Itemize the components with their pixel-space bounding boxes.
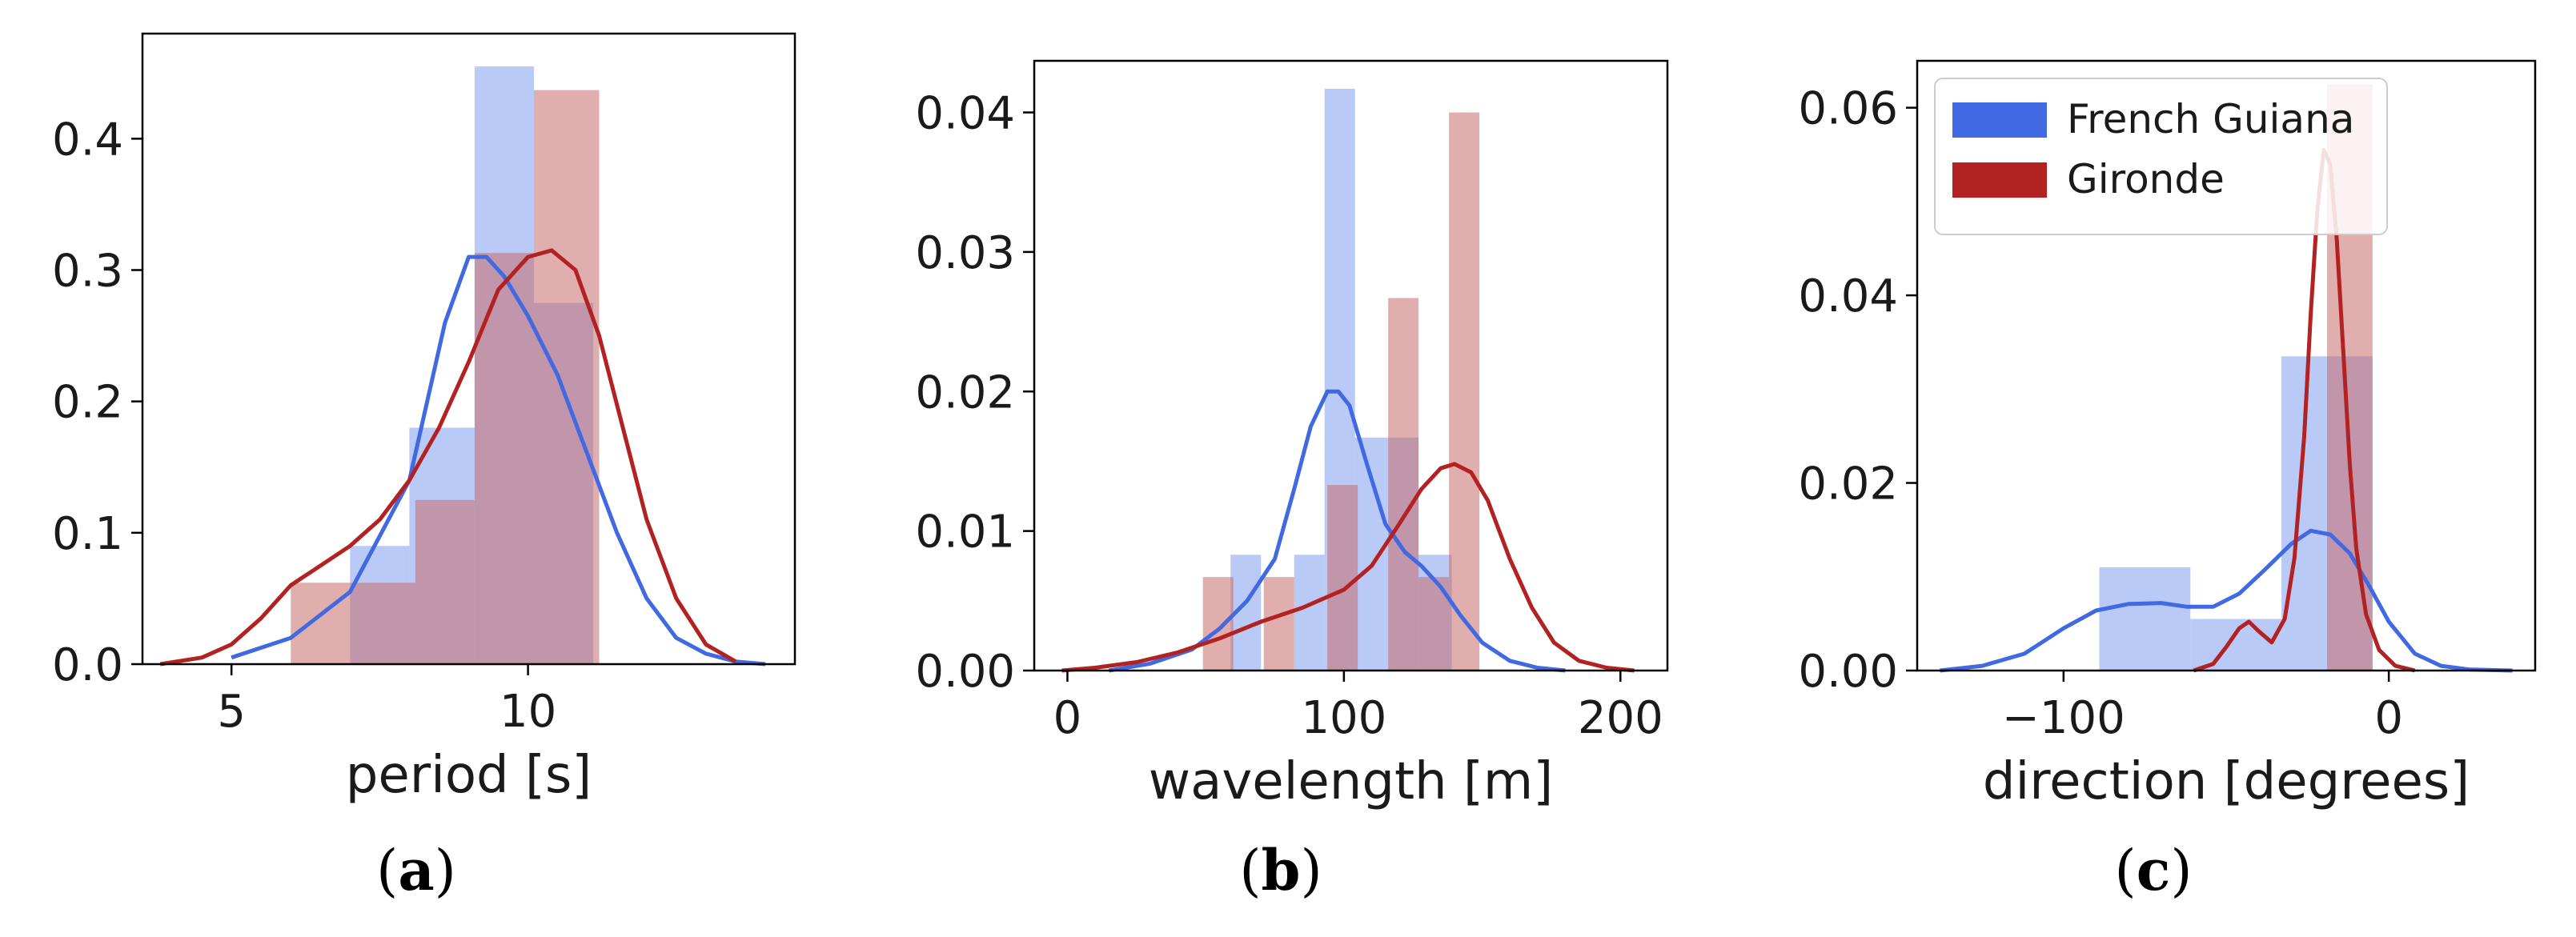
y-tick-label: 0.0 <box>52 639 123 691</box>
x-tick-label: 0 <box>1053 692 1082 744</box>
histogram-gironde <box>291 90 600 664</box>
histogram-gironde <box>1202 112 1480 671</box>
panel-caption: (a) <box>376 837 456 903</box>
legend: French Guiana Gironde <box>1934 78 2388 235</box>
y-tick-label: 0.1 <box>52 508 123 560</box>
x-tick-label: 200 <box>1578 692 1663 744</box>
axes-frame <box>1916 59 2537 672</box>
y-tick-label: 0.3 <box>52 246 123 298</box>
histogram-bar <box>291 583 351 664</box>
legend-swatch <box>1952 102 2047 138</box>
histogram-bar <box>1263 577 1294 671</box>
kde-line-french-guiana <box>231 254 766 667</box>
x-tick-label: 100 <box>1301 692 1386 744</box>
histogram-bar <box>2190 619 2282 671</box>
kde-line-french-guiana <box>1940 528 2513 673</box>
histogram-bar <box>350 583 415 664</box>
chart-panel-a: 5 10 0.0 0.1 0.2 0.3 0.4 period [s] (a) <box>52 32 796 903</box>
histogram-bar <box>1449 112 1480 671</box>
x-axis-label: wavelength [m] <box>1149 752 1553 811</box>
y-tick-label: 0.00 <box>1798 646 1898 698</box>
x-axis-label: period [s] <box>346 746 592 805</box>
axes-frame <box>141 32 796 666</box>
histogram-bar <box>1327 485 1358 671</box>
histogram-bar <box>2099 567 2191 671</box>
y-tick-label: 0.01 <box>915 507 1015 559</box>
histogram-bar <box>415 499 475 664</box>
y-tick-label: 0.02 <box>915 366 1015 418</box>
x-tick-label: −100 <box>2002 692 2125 744</box>
legend-box <box>1934 78 2388 235</box>
x-axis-label: direction [degrees] <box>1983 752 2470 811</box>
y-tick-label: 0.02 <box>1798 458 1898 511</box>
y-tick-label: 0.04 <box>1798 270 1898 322</box>
y-tick-label: 0.06 <box>1798 83 1898 135</box>
x-tick-label: 5 <box>217 686 246 738</box>
y-tick-label: 0.00 <box>915 646 1015 698</box>
y-tick-label: 0.4 <box>52 114 123 166</box>
kde-line-gironde <box>159 248 737 667</box>
kde-line-french-guiana <box>1108 389 1566 673</box>
legend-label: French Guiana <box>2067 96 2354 142</box>
kde-line-gironde <box>1061 462 1635 673</box>
panel-caption: (b) <box>1239 837 1322 903</box>
y-tick-label: 0.03 <box>915 227 1015 279</box>
histogram-bar <box>1388 298 1419 671</box>
axes-frame <box>1033 59 1669 672</box>
panel-caption: (c) <box>2114 837 2192 903</box>
histogram-bar <box>534 90 600 664</box>
x-tick-label: 0 <box>2374 692 2403 744</box>
kde-line-gironde <box>2193 147 2416 673</box>
legend-swatch <box>1952 162 2047 198</box>
y-tick-label: 0.2 <box>52 377 123 429</box>
histogram-bar <box>1294 555 1325 671</box>
legend-label: Gironde <box>2067 156 2225 202</box>
y-tick-label: 0.04 <box>915 88 1015 140</box>
x-tick-label: 10 <box>500 686 556 738</box>
histogram-bar <box>1202 577 1234 671</box>
chart-panel-b: 0 100 200 0.00 0.01 0.02 0.03 0.04 wavelength [m… <box>915 59 1669 903</box>
